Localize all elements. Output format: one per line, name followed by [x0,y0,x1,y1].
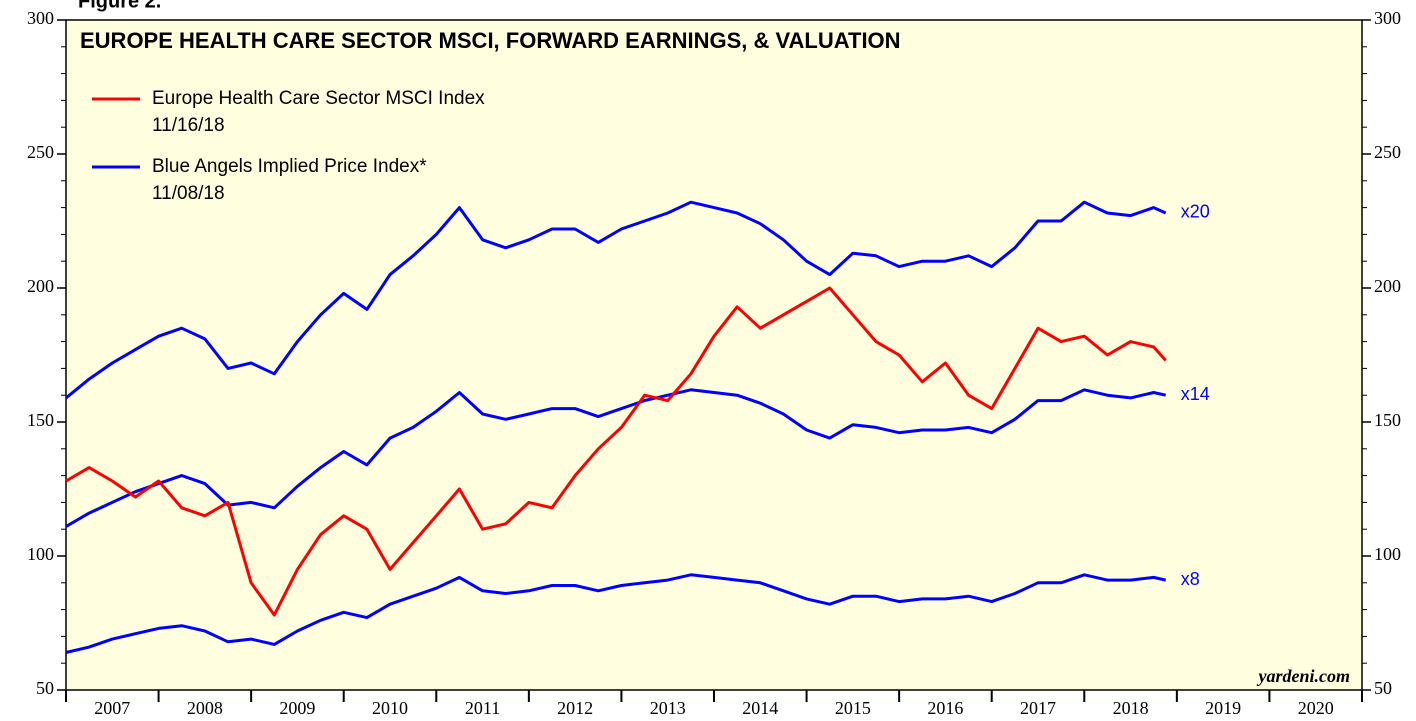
source: yardeni.com [1257,666,1351,686]
series-end-label: x20 [1181,202,1210,222]
y2-tick-label: 150 [1374,410,1401,430]
y-tick-label: 150 [27,410,54,430]
legend-date: 11/08/18 [152,183,225,204]
series-end-label: x8 [1181,569,1200,589]
y2-tick-label: 200 [1374,276,1401,296]
chart-title: EUROPE HEALTH CARE SECTOR MSCI, FORWARD … [80,28,901,53]
x-tick-label: 2014 [742,698,778,718]
y-tick-label: 50 [36,678,54,698]
x-tick-label: 2015 [835,698,871,718]
y2-tick-label: 50 [1374,678,1392,698]
series-end-label: x14 [1181,384,1210,404]
legend-date: 11/16/18 [152,115,225,136]
series-line [65,286,1167,617]
x-tick-label: 2013 [650,698,686,718]
x-tick-label: 2011 [465,698,500,718]
y2-tick-label: 250 [1374,142,1401,162]
x-tick-label: 2007 [94,698,130,718]
x-tick-label: 2010 [372,698,408,718]
y-tick-label: 250 [27,142,54,162]
x-tick-label: 2009 [279,698,315,718]
x-tick-label: 2017 [1020,698,1056,718]
legend-label: Europe Health Care Sector MSCI Index [152,88,485,109]
series-line [65,388,1167,528]
legend-label: Blue Angels Implied Price Index* [152,156,427,177]
x-tick-label: 2012 [557,698,593,718]
x-tick-label: 2020 [1298,698,1334,718]
x-tick-label: 2018 [1113,698,1149,718]
figure-label: Figure 2. [78,0,161,12]
y2-tick-label: 100 [1374,544,1401,564]
x-tick-label: 2016 [927,698,963,718]
y2-tick-label: 300 [1374,8,1401,28]
x-tick-label: 2019 [1205,698,1241,718]
series-line [65,573,1167,654]
y-tick-label: 300 [27,8,54,28]
series-line [65,200,1167,400]
y-tick-label: 200 [27,276,54,296]
y-tick-label: 100 [27,544,54,564]
x-tick-label: 2008 [187,698,223,718]
plot-area [65,19,1363,691]
